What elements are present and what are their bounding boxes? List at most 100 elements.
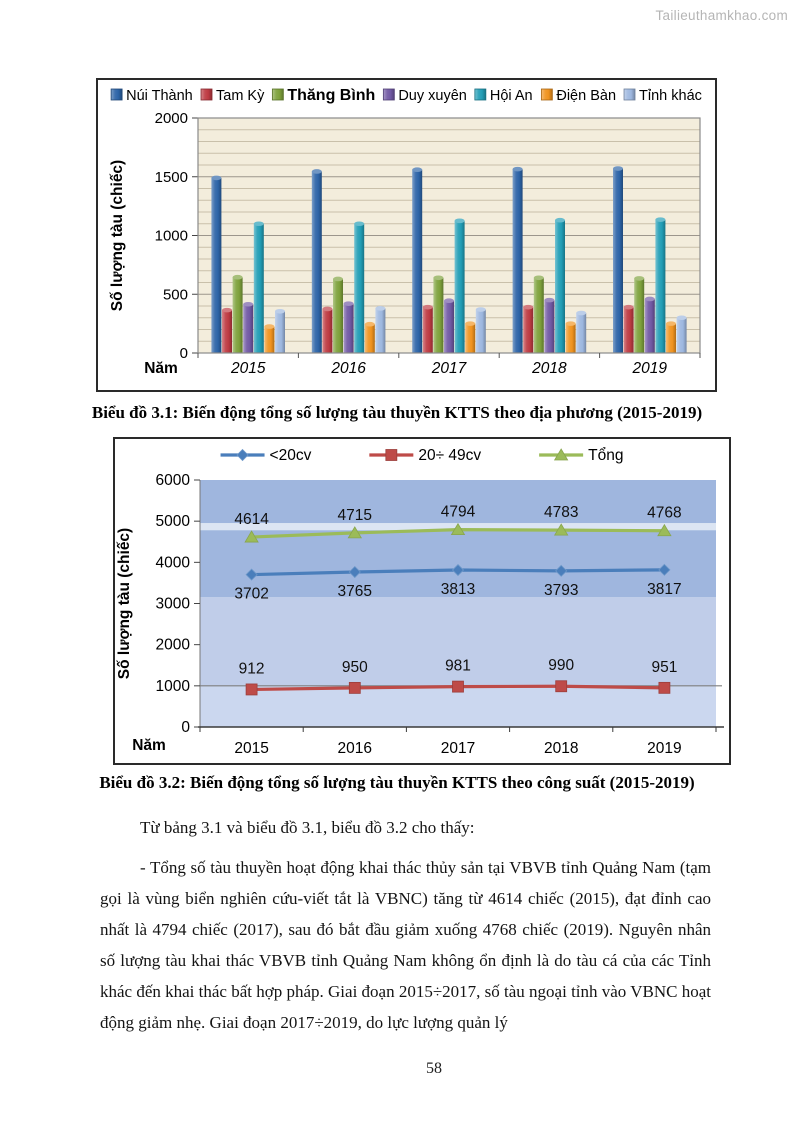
legend-swatch (474, 88, 487, 101)
bar-group (211, 175, 285, 353)
bar (623, 307, 634, 353)
bar-cap (512, 166, 523, 172)
bar-cap (465, 321, 476, 326)
bar-cap (565, 321, 576, 326)
x-tick-label: 2019 (647, 740, 681, 757)
marker-diamond (658, 563, 671, 576)
plot-border (197, 117, 701, 354)
x-tick-label: 2018 (531, 360, 567, 377)
bar-cap (364, 321, 375, 327)
y-tick-label: 2000 (155, 110, 188, 127)
bar (243, 304, 254, 353)
bar-cap (475, 307, 486, 312)
y-tick-label: 6000 (156, 472, 191, 489)
bar (666, 323, 676, 353)
legend-item: Tam Kỳ (200, 88, 265, 104)
y-tick-label: 2000 (156, 637, 191, 654)
plot-band (200, 530, 716, 598)
body-text: Từ bảng 3.1 và biểu đồ 3.1, biểu đồ 3.2 … (100, 812, 711, 1038)
bar (222, 310, 232, 353)
x-tick-label: 2016 (338, 740, 372, 757)
legend-swatch (271, 88, 284, 101)
legend-swatch (540, 88, 553, 101)
x-axis-title: Năm (132, 737, 166, 754)
marker-diamond (245, 568, 258, 581)
bar (354, 223, 365, 353)
marker-triangle (553, 523, 569, 536)
data-label: 4614 (234, 511, 269, 528)
line-chart-vessels-by-power: 0 1000 2000 3000 4000 5000 6000 3702 3765 3813 379… (113, 437, 731, 765)
bar-group (512, 166, 587, 353)
bar (576, 313, 587, 353)
x-tick-label: 2017 (431, 360, 468, 377)
watermark: Tailieuthamkhao.com (655, 8, 788, 23)
legend-label: Núi Thành (126, 88, 193, 104)
bar (655, 219, 666, 353)
bar-cap (311, 169, 322, 174)
line-series: 4614 4715 4794 4783 4768 (234, 504, 682, 543)
bar-cap (222, 307, 232, 313)
legend-label: <20cv (270, 447, 312, 464)
bar (264, 326, 275, 353)
data-label: 4715 (338, 507, 372, 524)
bar-cap (253, 221, 264, 227)
bar-cap (322, 306, 333, 312)
x-tick-label: 2019 (632, 360, 668, 377)
data-label: 990 (548, 657, 574, 674)
legend-label: Điện Bàn (556, 88, 616, 104)
page-number: 58 (426, 1060, 442, 1077)
plot-band (200, 480, 716, 524)
legend-item: Tỉnh khác (623, 88, 702, 104)
bar (644, 298, 655, 353)
legend-swatch (623, 88, 636, 101)
bar (523, 307, 534, 353)
y-axis-title: Số lượng tàu (chiếc) (109, 160, 126, 311)
plot-band (200, 597, 716, 686)
x-axis-title: Năm (144, 360, 178, 377)
bar-cap (375, 306, 386, 311)
x-tick-label: 2016 (330, 360, 366, 377)
line-series: 3702 3765 3813 3793 3817 (234, 563, 682, 603)
x-tick-label: 2018 (544, 740, 578, 757)
chart2-caption: Biểu đồ 3.2: Biến động tổng số lượng tàu… (99, 773, 695, 792)
data-label: 950 (342, 659, 368, 676)
marker-diamond (236, 448, 249, 462)
marker-square (555, 680, 568, 693)
marker-triangle (450, 522, 466, 536)
bar-cap (613, 166, 623, 171)
data-label: 3813 (441, 581, 475, 598)
marker-square (452, 680, 464, 693)
bar-chart-vessels-by-locality: Núi Thành Tam Kỳ Thăng Bình Duy xuyên Hội An… (96, 78, 717, 392)
bar (454, 220, 465, 353)
marker-triangle (657, 523, 672, 537)
bar-group (412, 167, 486, 353)
x-tick-label: 2017 (441, 740, 475, 757)
bar-cap (275, 308, 285, 314)
line-chart-canvas: 0 1000 2000 3000 4000 5000 6000 3702 3765 3813 379… (116, 447, 724, 757)
bar (211, 177, 222, 353)
data-label: 3817 (647, 581, 681, 598)
y-tick-label: 0 (181, 719, 190, 736)
bar (512, 169, 523, 353)
marker-triangle (553, 448, 569, 461)
legend-label: Tổng (588, 447, 623, 464)
bar-cap (343, 301, 354, 306)
marker-diamond (555, 564, 568, 577)
legend-swatch (382, 88, 395, 101)
bar-cap (444, 298, 454, 304)
legend-item: Duy xuyên (382, 88, 467, 104)
bar-cap (412, 167, 423, 172)
y-axis-title: Số lượng tàu (chiếc) (116, 528, 133, 679)
bar (475, 309, 486, 353)
marker-diamond (348, 565, 361, 579)
bar (422, 307, 433, 353)
bar (232, 277, 243, 353)
x-tick-label: 2015 (230, 360, 266, 377)
x-tick-label: 2015 (234, 740, 268, 757)
marker-square (658, 681, 671, 694)
legend-label: Tỉnh khác (639, 88, 702, 104)
bar-cap (333, 276, 343, 282)
legend-swatch (200, 88, 213, 101)
y-tick-label: 3000 (156, 596, 191, 613)
